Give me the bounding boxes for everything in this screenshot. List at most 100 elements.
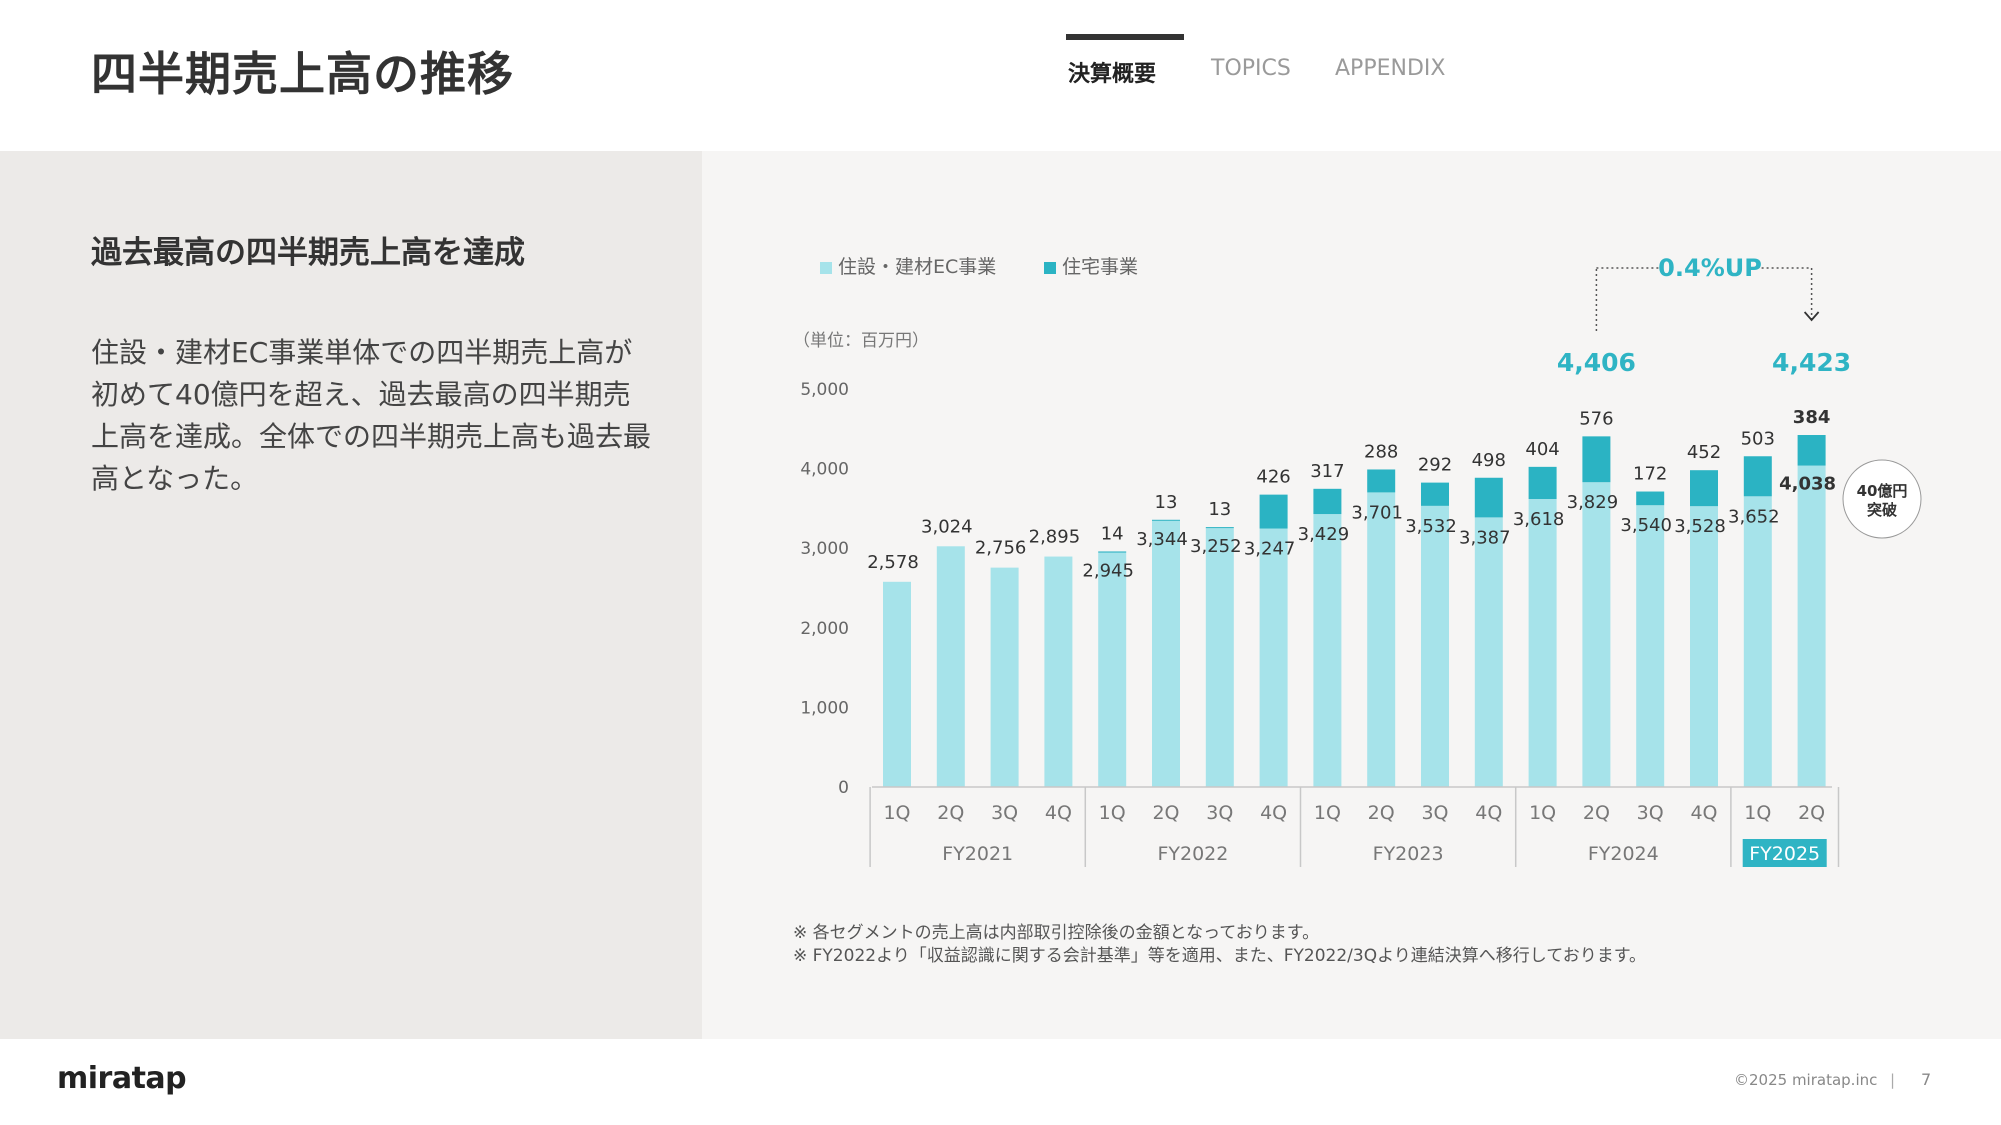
- bar-ec-segment: [1152, 520, 1180, 787]
- bar-ec-segment: [1582, 482, 1611, 787]
- data-label-ec: 2,895: [1029, 527, 1081, 548]
- data-label-housing: 426: [1256, 467, 1290, 488]
- bar-ec-segment: [990, 567, 1019, 787]
- data-label-ec: 3,701: [1351, 502, 1403, 523]
- legend-label-1: 住設・建材EC事業: [838, 256, 996, 278]
- group-label: FY2023: [1373, 843, 1444, 865]
- copyright-text: ©2025 miratap.inc: [1734, 1071, 1878, 1089]
- data-label-housing: 292: [1418, 455, 1452, 476]
- bar-ec-segment: [883, 581, 911, 787]
- bar-ec-segment: [1313, 514, 1342, 787]
- footer-divider: |: [1890, 1071, 1896, 1089]
- data-label-ec: 3,387: [1459, 527, 1511, 548]
- x-tick-label: 4Q: [1260, 802, 1287, 824]
- x-tick-label: 3Q: [991, 802, 1018, 824]
- header: 四半期売上高の推移 決算概要 TOPICS APPENDIX: [0, 0, 2001, 151]
- summary-headline: 過去最高の四半期売上高を達成: [91, 235, 525, 271]
- x-tick-label: 2Q: [1798, 802, 1825, 824]
- data-label-ec: 4,038: [1779, 474, 1836, 495]
- y-tick-label: 3,000: [800, 539, 849, 559]
- data-label-ec: 2,756: [975, 538, 1027, 559]
- x-tick-label: 1Q: [883, 802, 910, 824]
- tab-topics[interactable]: TOPICS: [1211, 56, 1291, 81]
- y-tick-label: 0: [838, 778, 849, 798]
- data-label-ec: 3,024: [921, 516, 973, 537]
- bar-ec-segment: [1259, 528, 1288, 787]
- bar-ec-segment: [1421, 505, 1449, 787]
- bar-ec-segment: [1205, 528, 1234, 787]
- tab-financial-summary[interactable]: 決算概要: [1068, 62, 1157, 87]
- bar-housing-segment: [1421, 482, 1449, 506]
- bar-ec-segment: [1474, 517, 1503, 787]
- bar-ec-segment: [1528, 499, 1557, 787]
- bar-housing-segment: [1690, 470, 1718, 507]
- y-tick-label: 5,000: [800, 380, 849, 400]
- group-label: FY2024: [1588, 843, 1659, 865]
- data-label-housing: 13: [1208, 499, 1231, 520]
- legend-swatch-2: [1044, 262, 1056, 274]
- data-label-housing: 503: [1741, 428, 1775, 449]
- data-label-housing: 13: [1155, 492, 1178, 513]
- data-label-ec: 3,532: [1405, 516, 1457, 537]
- bar-housing-segment: [1528, 466, 1557, 500]
- x-tick-label: 3Q: [1637, 802, 1664, 824]
- milestone-badge-line1: 40億円: [1857, 482, 1908, 500]
- data-label-housing: 576: [1579, 408, 1613, 429]
- compare-arrow-icon: [1803, 311, 1820, 322]
- bar-housing-segment: [1152, 519, 1180, 521]
- bar-housing-segment: [1367, 469, 1396, 493]
- x-tick-label: 1Q: [1529, 802, 1556, 824]
- total-label-to: 4,423: [1772, 348, 1851, 377]
- data-label-ec: 3,652: [1728, 506, 1780, 527]
- data-label-housing: 498: [1472, 450, 1506, 471]
- data-label-housing: 452: [1687, 442, 1721, 463]
- change-label: 0.4%UP: [1658, 254, 1762, 282]
- y-tick-label: 1,000: [800, 698, 849, 718]
- y-tick-label: 4,000: [800, 460, 849, 480]
- bar-ec-segment: [1690, 506, 1718, 787]
- bar-housing-segment: [1098, 551, 1127, 553]
- x-tick-label: 1Q: [1314, 802, 1341, 824]
- legend-swatch-1: [820, 262, 832, 274]
- bar-ec-segment: [1743, 496, 1772, 787]
- total-label-from: 4,406: [1557, 348, 1636, 377]
- bar-housing-segment: [1636, 491, 1665, 506]
- data-label-ec: 3,829: [1567, 492, 1619, 513]
- milestone-badge: [1842, 459, 1922, 539]
- bar-housing-segment: [1313, 488, 1342, 515]
- footer: miratap ©2025 miratap.inc | 7: [0, 1039, 2001, 1125]
- legend-label-2: 住宅事業: [1062, 256, 1138, 278]
- summary-panel: 過去最高の四半期売上高を達成 住設・建材EC事業単体での四半期売上高が初めて40…: [0, 151, 702, 1039]
- footnote: ※ 各セグメントの売上高は内部取引控除後の金額となっております。: [793, 923, 1319, 943]
- x-tick-label: 2Q: [937, 802, 964, 824]
- summary-description: 住設・建材EC事業単体での四半期売上高が初めて40億円を超え、過去最高の四半期売…: [91, 336, 652, 495]
- x-tick-label: 2Q: [1368, 802, 1395, 824]
- tab-appendix[interactable]: APPENDIX: [1335, 56, 1446, 81]
- bar-ec-segment: [1367, 492, 1396, 787]
- data-label-ec: 3,540: [1620, 515, 1672, 536]
- data-label-ec: 3,344: [1136, 529, 1188, 550]
- data-label-ec: 3,618: [1513, 509, 1565, 530]
- page-number: 7: [1921, 1070, 1932, 1089]
- company-logo: miratap: [57, 1061, 187, 1096]
- x-tick-label: 3Q: [1206, 802, 1233, 824]
- x-tick-label: 1Q: [1099, 802, 1126, 824]
- bar-housing-segment: [1797, 435, 1826, 466]
- bar-ec-segment: [1098, 552, 1127, 787]
- group-label: FY2022: [1157, 843, 1228, 865]
- bar-housing-segment: [1474, 477, 1503, 518]
- data-label-ec: 3,528: [1674, 516, 1726, 537]
- bar-ec-segment: [1044, 556, 1073, 787]
- x-tick-label: 3Q: [1421, 802, 1448, 824]
- bar-housing-segment: [1582, 436, 1611, 483]
- data-label-housing: 14: [1101, 523, 1124, 544]
- data-label-housing: 404: [1525, 439, 1559, 460]
- bar-ec-segment: [936, 546, 965, 787]
- data-label-housing: 317: [1310, 461, 1344, 482]
- data-label-ec: 3,247: [1244, 539, 1296, 560]
- revenue-chart: 住設・建材EC事業 住宅事業 （単位：百万円） 0 1,000 2,000 3,000 4,0…: [793, 254, 1922, 966]
- chart-panel: 住設・建材EC事業 住宅事業 （単位：百万円） 0 1,000 2,000 3,000 4,0…: [702, 151, 2001, 1039]
- active-tab-indicator: [1066, 34, 1184, 40]
- data-label-ec: 2,945: [1082, 561, 1134, 582]
